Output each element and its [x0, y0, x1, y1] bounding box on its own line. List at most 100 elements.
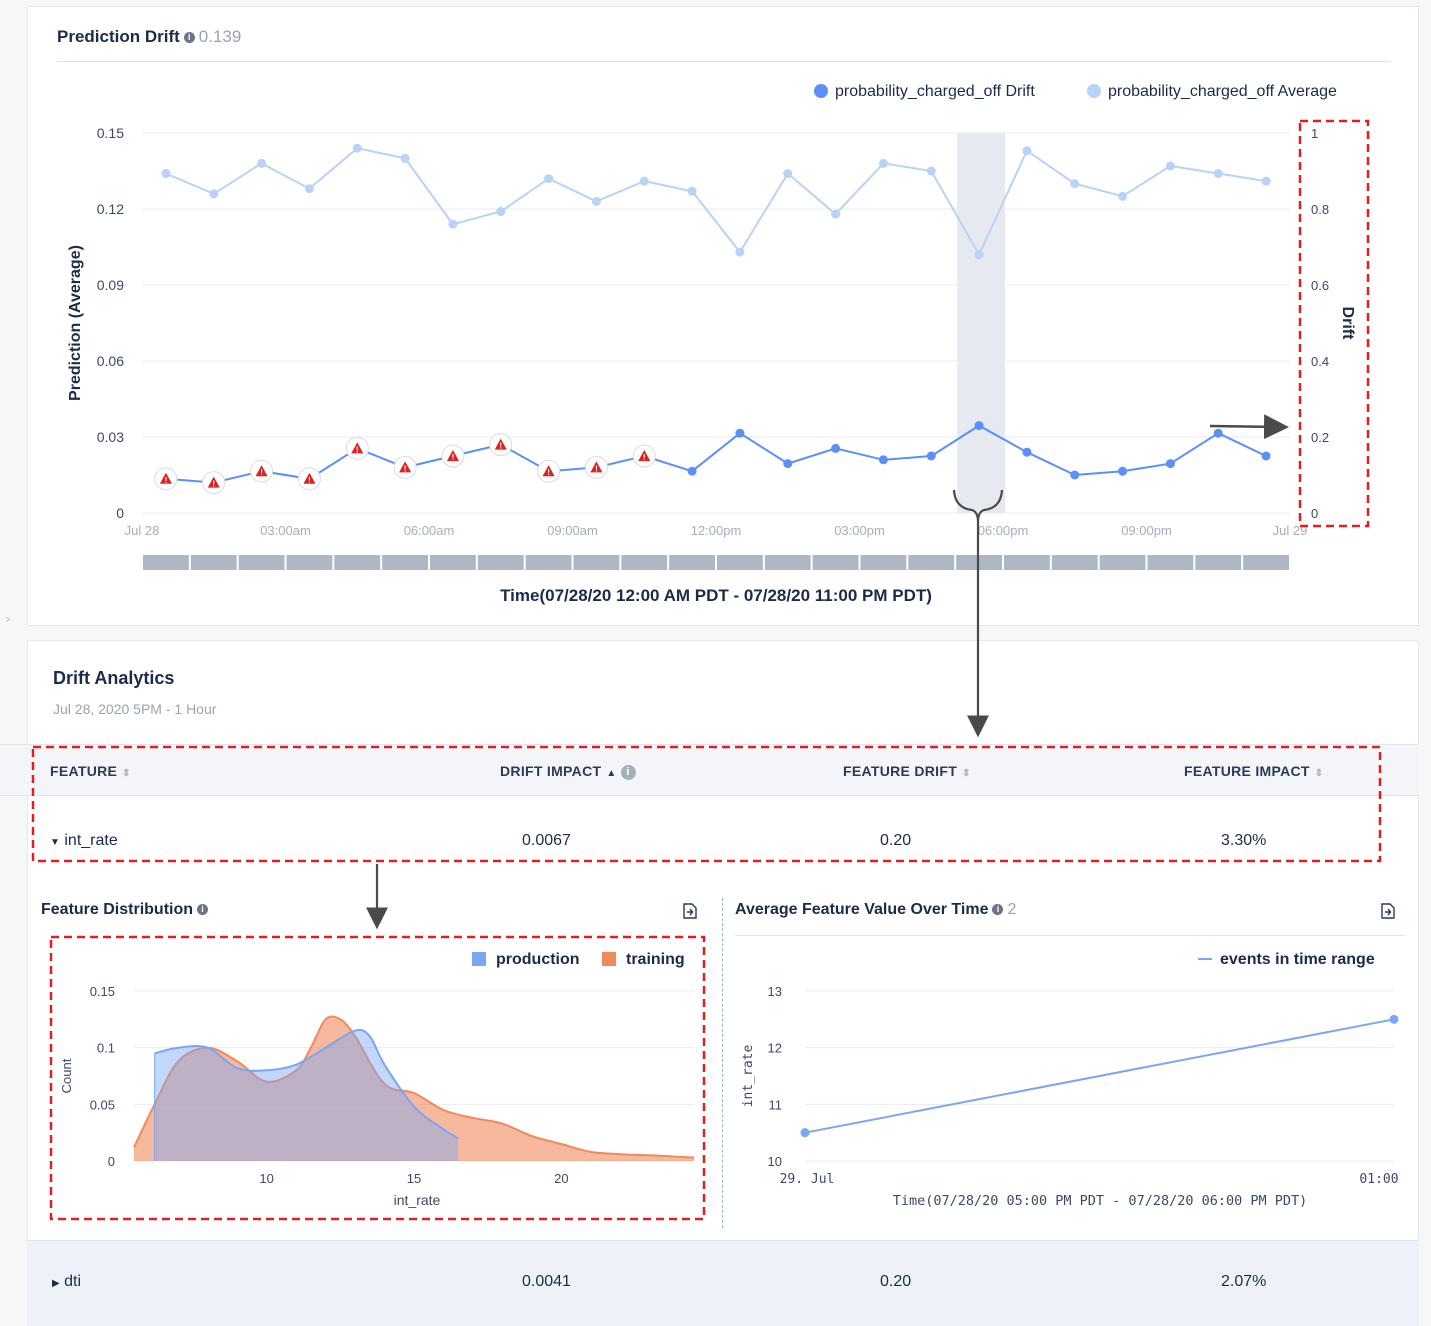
y-tick-label: 10 [768, 1154, 782, 1169]
average-point [209, 189, 219, 199]
y-right-tick-label: 1 [1311, 126, 1318, 141]
feature-drift-value: 0.20 [880, 1273, 912, 1290]
events-series-line [804, 1018, 1395, 1134]
x-tick-label: 09:00am [547, 523, 598, 538]
legend-production-marker [472, 952, 486, 966]
navigator-segment [238, 555, 285, 570]
x-axis-title: Time(07/28/20 05:00 PM PDT - 07/28/20 06… [893, 1193, 1308, 1209]
x-tick-label: 03:00am [260, 523, 311, 538]
x-tick-label: 09:00pm [1121, 523, 1172, 538]
warning-icon-glyph: ! [452, 453, 455, 462]
y-left-tick-label: 0.09 [97, 277, 124, 293]
navigator-segment [573, 555, 620, 570]
y-tick-label: 13 [768, 984, 782, 999]
average-point [639, 176, 649, 186]
x-tick-label: 12:00pm [691, 523, 742, 538]
feature-name: int_rate [64, 832, 118, 849]
average-point [448, 219, 458, 229]
drift-point [735, 428, 745, 438]
average-point [735, 247, 745, 257]
events-point [1389, 1014, 1399, 1024]
info-icon[interactable]: i [197, 904, 209, 916]
navigator-segment [956, 555, 1002, 570]
average-point [352, 143, 362, 153]
table-row[interactable] [27, 1240, 1419, 1326]
legend-events-label: events in time range [1220, 951, 1375, 968]
avg-feature-chart[interactable]: 13 12 11 10 29. Jul 01:00 Time(07/28/20 05:00 … [720, 930, 1420, 1230]
column-drift-impact[interactable]: DRIFT IMPACT ▲ i [500, 763, 640, 780]
legend-training-label: training [626, 951, 685, 968]
warning-icon [590, 461, 603, 473]
feature-drift-value: 0.20 [880, 832, 912, 849]
header-divider [57, 61, 1390, 62]
info-icon[interactable]: i [992, 904, 1004, 916]
navigator-segment [525, 555, 572, 570]
drift-analytics-title: Drift Analytics [53, 668, 175, 688]
warning-icon-glyph: ! [404, 464, 407, 473]
average-point [783, 169, 793, 179]
average-point [257, 158, 267, 168]
legend-average-marker [1087, 84, 1101, 98]
navigator-segment [1147, 555, 1194, 570]
navigator-segment [764, 555, 811, 570]
warning-icon-glyph: ! [499, 442, 502, 451]
column-feature[interactable]: FEATURE ⇕ [50, 763, 131, 779]
drift-point [1213, 428, 1223, 438]
y-axis-title: int_rate [741, 1045, 756, 1108]
drift-point [974, 421, 984, 431]
warning-icon [303, 472, 316, 484]
row-expand-toggle[interactable]: ▶ dti [52, 1273, 81, 1291]
drift-series-line [165, 424, 1267, 484]
events-point [800, 1128, 810, 1138]
warning-icon [542, 465, 555, 477]
export-icon[interactable] [1381, 903, 1395, 919]
y-tick-label: 12 [768, 1041, 782, 1056]
drift-impact-value: 0.0067 [522, 832, 571, 849]
average-point [496, 207, 506, 217]
average-point [591, 196, 601, 206]
warning-icon-glyph: ! [212, 480, 215, 489]
row-expand-toggle[interactable]: ▼ int_rate [50, 832, 118, 850]
export-icon[interactable] [683, 903, 697, 919]
drift-point [1118, 466, 1128, 476]
avg-feature-count: 2 [1007, 901, 1017, 918]
average-point [400, 153, 410, 163]
sort-asc-icon: ▲ [606, 768, 617, 779]
drift-point [1261, 451, 1271, 461]
navigator-segment [669, 555, 715, 570]
drift-point [1165, 459, 1175, 469]
warning-icon [207, 476, 220, 488]
feature-name: dti [64, 1273, 82, 1290]
sidebar-expand-icon[interactable]: › [6, 612, 10, 626]
feature-distribution-title: Feature Distribution [41, 901, 194, 918]
feature-distribution-chart[interactable]: 0.15 0.1 0.05 0 10 15 20 int_rate Count productio… [0, 930, 720, 1230]
y-left-axis-title: Prediction (Average) [67, 245, 84, 401]
feature-impact-value: 3.30% [1221, 832, 1267, 849]
avg-feature-header: Average Feature Value Over Time i 2 [735, 901, 1016, 919]
warning-icon [494, 438, 507, 450]
legend-average-label: probability_charged_off Average [1108, 83, 1337, 100]
y-tick-label: 0.05 [90, 1097, 115, 1112]
warning-icon-glyph: ! [547, 468, 550, 477]
y-right-tick-label: 0.6 [1311, 278, 1329, 293]
average-point [161, 169, 171, 179]
warning-icon [255, 465, 268, 477]
column-feature-drift[interactable]: FEATURE DRIFT ⇕ [843, 763, 971, 779]
column-feature-impact[interactable]: FEATURE IMPACT ⇕ [1184, 763, 1324, 779]
sort-icon: ⇕ [962, 768, 971, 779]
average-point [926, 166, 936, 176]
prediction-drift-title: Prediction Drift [57, 27, 180, 46]
average-point [1165, 161, 1175, 171]
navigator-segment [430, 555, 476, 570]
navigator-segment [334, 555, 381, 570]
highlight-band [957, 133, 1005, 513]
average-point [974, 250, 984, 260]
drift-point [1070, 470, 1080, 480]
drift-point [783, 459, 793, 469]
navigator-segment [908, 555, 955, 570]
info-icon[interactable]: i [183, 32, 195, 44]
average-series-line [165, 147, 1267, 257]
y-left-tick-label: 0 [116, 505, 124, 521]
x-tick-label: 06:00pm [978, 523, 1029, 538]
